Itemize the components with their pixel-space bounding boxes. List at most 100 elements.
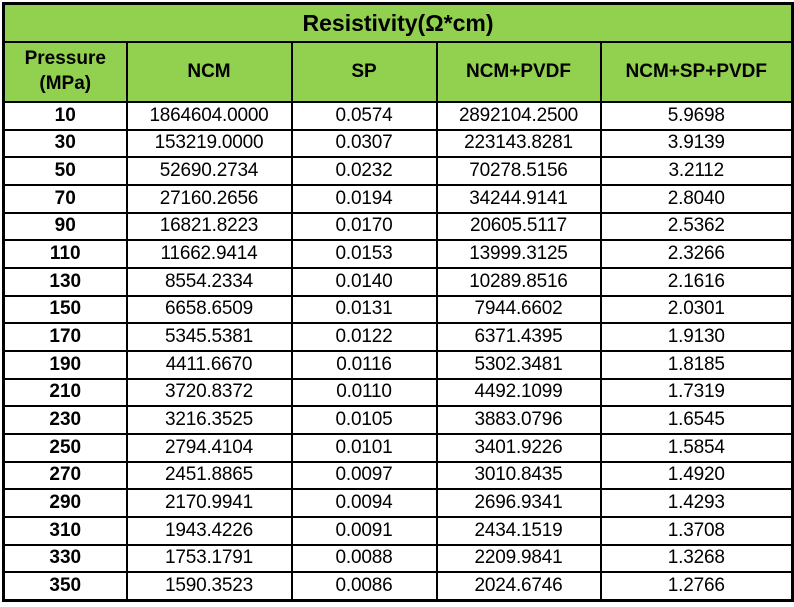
value-cell: 13999.3125	[435, 239, 602, 269]
table-row: 230 3216.3525 0.0105 3883.0796 1.6545	[2, 405, 794, 435]
table-row: 350 1590.3523 0.0086 2024.6746 1.2766	[2, 571, 794, 602]
value-cell: 0.0194	[290, 183, 438, 214]
table-row: 290 2170.9941 0.0094 2696.9341 1.4293	[2, 488, 794, 518]
value-cell: 20605.5117	[435, 211, 602, 242]
value-cell: 2696.9341	[435, 488, 602, 518]
value-cell: 1943.4226	[125, 515, 293, 546]
value-cell: 4411.6670	[125, 349, 293, 380]
pressure-cell: 310	[2, 515, 128, 546]
pressure-cell: 170	[2, 322, 128, 352]
value-cell: 0.0086	[290, 571, 438, 602]
value-cell: 223143.8281	[435, 128, 602, 159]
value-cell: 2.8040	[599, 183, 794, 214]
value-cell: 6658.6509	[125, 294, 293, 325]
value-cell: 0.0110	[290, 377, 438, 408]
value-cell: 3.2112	[599, 156, 794, 186]
table-row: 70 27160.2656 0.0194 34244.9141 2.8040	[2, 183, 794, 214]
value-cell: 0.0101	[290, 432, 438, 463]
table-title: Resistivity(Ω*cm)	[2, 2, 794, 43]
value-cell: 0.0122	[290, 322, 438, 352]
value-cell: 1753.1791	[125, 543, 293, 574]
pressure-cell: 350	[2, 571, 128, 602]
pressure-cell: 110	[2, 239, 128, 269]
table-row: 150 6658.6509 0.0131 7944.6602 2.0301	[2, 294, 794, 325]
pressure-cell: 10	[2, 101, 128, 131]
value-cell: 153219.0000	[125, 128, 293, 159]
value-cell: 3216.3525	[125, 405, 293, 435]
pressure-cell: 190	[2, 349, 128, 380]
value-cell: 1590.3523	[125, 571, 293, 602]
pressure-cell: 330	[2, 543, 128, 574]
title-row: Resistivity(Ω*cm)	[2, 2, 794, 43]
value-cell: 0.0105	[290, 405, 438, 435]
column-header-pressure: Pressure (MPa)	[2, 41, 128, 103]
table-row: 250 2794.4104 0.0101 3401.9226 1.5854	[2, 432, 794, 463]
table-row: 270 2451.8865 0.0097 3010.8435 1.4920	[2, 460, 794, 491]
value-cell: 1.9130	[599, 322, 794, 352]
value-cell: 0.0574	[290, 101, 438, 131]
pressure-cell: 90	[2, 211, 128, 242]
table-row: 210 3720.8372 0.0110 4492.1099 1.7319	[2, 377, 794, 408]
pressure-cell: 290	[2, 488, 128, 518]
value-cell: 1.4293	[599, 488, 794, 518]
column-header-ncm-pvdf: NCM+PVDF	[435, 41, 602, 103]
value-cell: 2024.6746	[435, 571, 602, 602]
value-cell: 0.0232	[290, 156, 438, 186]
value-cell: 0.0131	[290, 294, 438, 325]
value-cell: 2794.4104	[125, 432, 293, 463]
table-row: 50 52690.2734 0.0232 70278.5156 3.2112	[2, 156, 794, 186]
table-row: 10 1864604.0000 0.0574 2892104.2500 5.9698	[2, 101, 794, 131]
value-cell: 3720.8372	[125, 377, 293, 408]
value-cell: 34244.9141	[435, 183, 602, 214]
value-cell: 52690.2734	[125, 156, 293, 186]
table-row: 310 1943.4226 0.0091 2434.1519 1.3708	[2, 515, 794, 546]
value-cell: 0.0307	[290, 128, 438, 159]
table-row: 90 16821.8223 0.0170 20605.5117 2.5362	[2, 211, 794, 242]
table-row: 110 11662.9414 0.0153 13999.3125 2.3266	[2, 239, 794, 269]
table-body: 10 1864604.0000 0.0574 2892104.2500 5.9698 30…	[2, 101, 794, 602]
value-cell: 1.3708	[599, 515, 794, 546]
value-cell: 11662.9414	[125, 239, 293, 269]
value-cell: 7944.6602	[435, 294, 602, 325]
pressure-cell: 250	[2, 432, 128, 463]
column-header-ncm: NCM	[125, 41, 293, 103]
value-cell: 2434.1519	[435, 515, 602, 546]
value-cell: 3401.9226	[435, 432, 602, 463]
value-cell: 1.2766	[599, 571, 794, 602]
pressure-cell: 70	[2, 183, 128, 214]
pressure-cell: 210	[2, 377, 128, 408]
value-cell: 27160.2656	[125, 183, 293, 214]
value-cell: 3883.0796	[435, 405, 602, 435]
value-cell: 0.0091	[290, 515, 438, 546]
value-cell: 2209.9841	[435, 543, 602, 574]
value-cell: 1.4920	[599, 460, 794, 491]
value-cell: 1.8185	[599, 349, 794, 380]
value-cell: 5302.3481	[435, 349, 602, 380]
value-cell: 1.7319	[599, 377, 794, 408]
table-head: Resistivity(Ω*cm) Pressure (MPa) NCM SP …	[2, 2, 794, 103]
pressure-cell: 150	[2, 294, 128, 325]
pressure-cell: 270	[2, 460, 128, 491]
table-row: 130 8554.2334 0.0140 10289.8516 2.1616	[2, 266, 794, 297]
value-cell: 2.1616	[599, 266, 794, 297]
value-cell: 8554.2334	[125, 266, 293, 297]
value-cell: 16821.8223	[125, 211, 293, 242]
value-cell: 0.0097	[290, 460, 438, 491]
table-row: 170 5345.5381 0.0122 6371.4395 1.9130	[2, 322, 794, 352]
value-cell: 5.9698	[599, 101, 794, 131]
value-cell: 1.3268	[599, 543, 794, 574]
pressure-cell: 130	[2, 266, 128, 297]
value-cell: 3.9139	[599, 128, 794, 159]
value-cell: 2.5362	[599, 211, 794, 242]
value-cell: 0.0140	[290, 266, 438, 297]
column-header-ncm-sp-pvdf: NCM+SP+PVDF	[599, 41, 794, 103]
value-cell: 0.0094	[290, 488, 438, 518]
value-cell: 2892104.2500	[435, 101, 602, 131]
value-cell: 1.5854	[599, 432, 794, 463]
header-row: Pressure (MPa) NCM SP NCM+PVDF NCM+SP+PV…	[2, 41, 794, 103]
value-cell: 0.0088	[290, 543, 438, 574]
value-cell: 1.6545	[599, 405, 794, 435]
pressure-cell: 230	[2, 405, 128, 435]
